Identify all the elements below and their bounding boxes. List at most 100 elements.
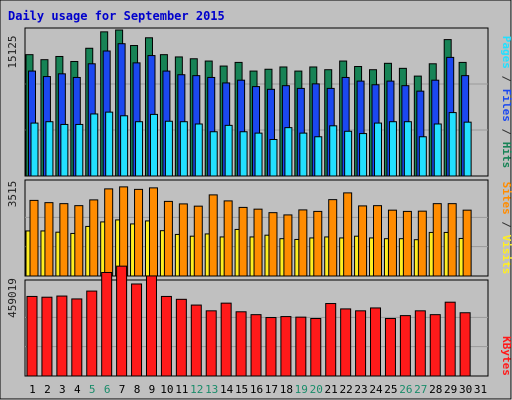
day-label: 12 [190,383,203,396]
bar-kbytes [280,316,292,377]
bar-pages [284,127,293,177]
day-label: 6 [104,383,111,396]
panel-top-bars [25,29,488,177]
bar-pages [374,122,383,177]
bar-sites [208,194,218,277]
legend-top: Pages / Files / Hits [500,36,512,169]
bar-pages [224,124,233,177]
bar-kbytes [160,295,172,377]
panel-middle-bars [25,186,488,277]
bar-sites [373,205,383,277]
panel-top: 15125 Pages / Files / Hits [6,27,512,177]
day-label: 24 [369,383,383,396]
bar-pages [239,131,248,177]
bar-pages [448,112,457,177]
legend-bottom: KBytes [500,336,512,376]
bar-pages [359,133,368,177]
bar-pages [120,115,129,177]
bar-sites [432,203,442,277]
bar-pages [418,136,427,177]
day-label: 13 [205,383,218,396]
legend-segment: / [500,215,512,235]
bar-pages [60,123,69,177]
bar-sites [462,209,472,277]
day-label: 16 [250,383,263,396]
bar-kbytes [325,303,337,377]
bar-kbytes [295,316,307,377]
bar-sites [253,208,263,277]
legend-middle: Sites / Visits [500,182,512,275]
bar-pages [90,113,99,177]
bar-kbytes [145,275,157,377]
bar-pages [75,123,84,177]
bar-sites [223,200,233,277]
bar-sites [148,187,158,277]
bar-pages [314,136,323,177]
bar-kbytes [205,310,217,377]
bar-sites [104,188,114,277]
bar-pages [344,130,353,177]
bar-pages [179,121,188,177]
panel-bottom: 459019 KBytes [6,265,512,377]
bar-kbytes [399,315,411,377]
legend-segment: Visits [500,235,512,275]
bar-kbytes [429,314,441,377]
day-labels: 1 2 3 4 5 6 7 8 9 10 11 12 13 14 15 16 17 18 19 20 21 22 23 24 2… [29,383,487,396]
day-label: 27 [414,383,427,396]
bar-sites [298,209,308,277]
bar-kbytes [459,312,471,377]
bar-sites [358,205,368,277]
day-label: 7 [119,383,126,396]
day-label: 5 [89,383,96,396]
bar-kbytes [175,298,187,377]
panel-bottom-max-label: 459019 [6,278,19,318]
panel-middle-max-label: 3515 [6,181,19,208]
bar-sites [29,199,39,277]
day-label: 20 [310,383,323,396]
bar-kbytes [56,295,68,377]
bar-sites [268,212,278,277]
bar-sites [74,205,84,277]
bar-sites [193,205,203,277]
legend-segment: Sites [500,182,512,215]
bar-pages [30,122,39,177]
day-label: 4 [74,383,81,396]
day-label: 26 [399,383,412,396]
bar-kbytes [265,317,277,377]
day-label: 18 [280,383,293,396]
day-label: 21 [325,383,338,396]
bar-pages [45,121,54,177]
bar-kbytes [86,290,98,377]
bar-sites [59,203,69,277]
day-label: 9 [149,383,156,396]
bar-kbytes [190,304,202,377]
panel-middle: 3515 Sites / Visits [6,179,512,277]
bar-pages [299,132,308,177]
bar-pages [135,121,144,177]
day-label: 8 [134,383,141,396]
bar-kbytes [370,307,382,377]
legend-segment: Files [500,89,512,122]
legend-segment: / [500,122,512,142]
bar-sites [447,203,457,277]
bar-kbytes [131,283,143,377]
bar-kbytes [340,308,352,377]
day-label: 31 [474,383,487,396]
bar-sites [238,206,248,277]
bar-sites [387,209,397,277]
day-label: 15 [235,383,248,396]
bar-pages [194,123,203,177]
bar-sites [163,200,173,277]
bar-sites [313,210,323,277]
day-label: 3 [59,383,66,396]
bar-pages [388,121,397,177]
day-label: 14 [220,383,234,396]
bar-kbytes [355,310,367,377]
bar-sites [44,202,54,277]
day-label: 29 [444,383,457,396]
day-label: 30 [459,383,472,396]
day-label: 28 [429,383,442,396]
bar-sites [89,199,99,277]
day-label: 22 [339,383,352,396]
